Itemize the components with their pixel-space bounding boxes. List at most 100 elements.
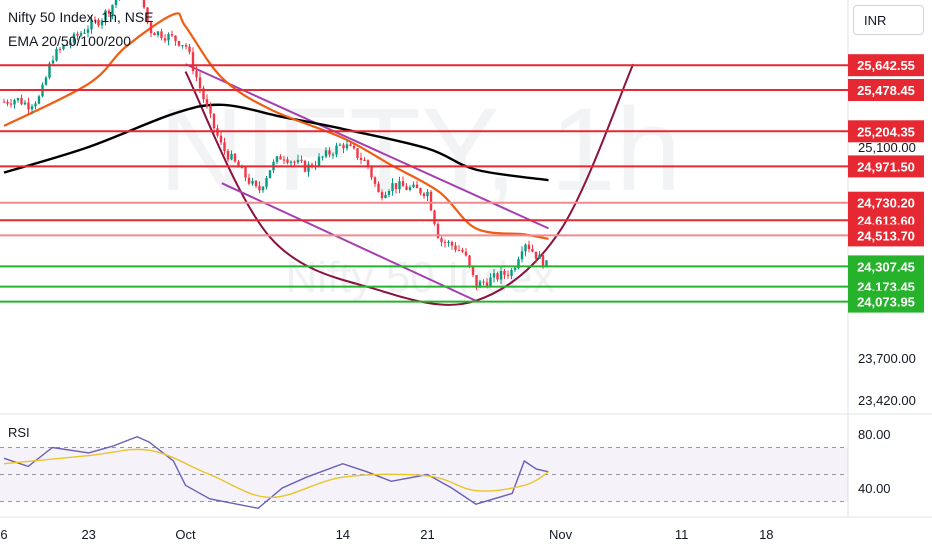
candle-body [296, 159, 300, 163]
candle-body [258, 186, 261, 191]
candle-body [261, 186, 265, 191]
level-label: 24,073.95 [857, 295, 915, 310]
time-tick-label: 11 [675, 527, 689, 542]
candle-body [100, 20, 104, 26]
candle-body [405, 186, 408, 190]
rsi-label[interactable]: RSI [8, 425, 30, 440]
candle-body [503, 271, 506, 275]
candle-body [338, 144, 342, 146]
level-tag[interactable] [848, 224, 924, 247]
rsi-ma-line [3, 448, 549, 499]
candle-body [149, 22, 153, 33]
candle-body [461, 249, 464, 252]
candle-body [9, 103, 13, 105]
candle-body [240, 167, 244, 169]
candle-body [457, 249, 461, 251]
candle-body [324, 150, 328, 157]
candle-body [377, 183, 380, 192]
candle-body [545, 260, 548, 268]
candle-body [247, 177, 251, 184]
time-axis[interactable]: 6 23 Oct 14 21 Nov 11 18 [0, 527, 773, 542]
candle-body [443, 242, 447, 244]
level-tag[interactable] [848, 155, 924, 178]
candle-body [62, 45, 65, 50]
price-tick-label: 25,100.00 [858, 140, 916, 155]
candle-body [370, 166, 373, 178]
price-tick-label: 23,420.00 [858, 393, 916, 408]
level-label: 24,513.70 [857, 228, 915, 243]
candle-body [293, 161, 296, 163]
candle-body [394, 183, 398, 190]
candle-body [177, 41, 181, 46]
candle-body [114, 0, 118, 5]
candle-body [156, 31, 160, 36]
symbol-title[interactable]: Nifty 50 Index, 1h, NSE [8, 9, 154, 25]
candle-body [398, 181, 401, 190]
candle-body [506, 274, 510, 276]
indicator-legend[interactable]: EMA 20/50/100/200 [8, 33, 131, 49]
candle-body [27, 102, 30, 110]
candle-body [328, 150, 331, 155]
candle-body [345, 144, 349, 149]
candle-body [184, 45, 188, 47]
time-tick-label: Nov [549, 527, 573, 542]
candle-body [520, 251, 524, 260]
level-label: 24,971.50 [857, 159, 915, 174]
candle-body [489, 277, 492, 287]
candle-body [104, 10, 107, 21]
candle-body [209, 105, 212, 114]
candle-body [163, 38, 167, 41]
price-tick-label: 23,700.00 [858, 351, 916, 366]
candle-body [321, 156, 324, 158]
candle-body [289, 161, 293, 163]
candle-body [478, 281, 482, 288]
level-tag[interactable] [848, 290, 924, 313]
candle-body [167, 34, 170, 41]
level-label: 25,204.35 [857, 124, 915, 139]
candle-body [44, 77, 48, 85]
candle-body [286, 159, 289, 163]
candle-body [279, 156, 282, 160]
candle-body [13, 100, 16, 105]
level-tag[interactable] [848, 191, 924, 214]
candle-body [181, 45, 184, 47]
candle-body [79, 33, 83, 36]
candle-body [37, 96, 41, 104]
candle-body [6, 101, 9, 104]
candle-body [107, 10, 111, 14]
candle-body [429, 191, 433, 211]
candle-body [496, 273, 499, 280]
ema-fast-line [3, 12, 549, 240]
candle-body [76, 33, 79, 36]
candle-body [90, 19, 93, 30]
candle-body [170, 34, 174, 36]
candle-body [275, 156, 279, 162]
candle-body [219, 135, 223, 143]
candle-body [51, 60, 55, 64]
candle-body [188, 46, 191, 53]
candle-body [373, 177, 377, 184]
candle-body [146, 7, 149, 23]
level-tag[interactable] [848, 255, 924, 278]
candle-body [212, 113, 216, 129]
horizontal-levels[interactable]: 25,642.55 25,478.45 25,204.35 24,971.50 24,7… [0, 54, 924, 313]
rsi-tick-label: 40.00 [858, 481, 891, 496]
candle-body [401, 181, 405, 187]
price-axis[interactable]: 25,100.00 23,700.00 23,420.00 80.00 40.00 [858, 140, 916, 496]
candle-body [72, 33, 76, 43]
level-tag[interactable] [848, 79, 924, 101]
candle-body [195, 70, 198, 78]
candle-body [230, 153, 233, 160]
level-tag[interactable] [848, 54, 924, 77]
candle-body [387, 190, 391, 195]
level-tag[interactable] [848, 120, 924, 143]
candle-body [391, 183, 394, 191]
candle-body [300, 159, 303, 161]
candle-body [356, 148, 359, 158]
currency-button[interactable]: INR [853, 5, 924, 35]
candle-body [415, 184, 419, 189]
candle-body [485, 282, 489, 287]
candle-body [331, 154, 335, 156]
candle-body [499, 271, 503, 280]
